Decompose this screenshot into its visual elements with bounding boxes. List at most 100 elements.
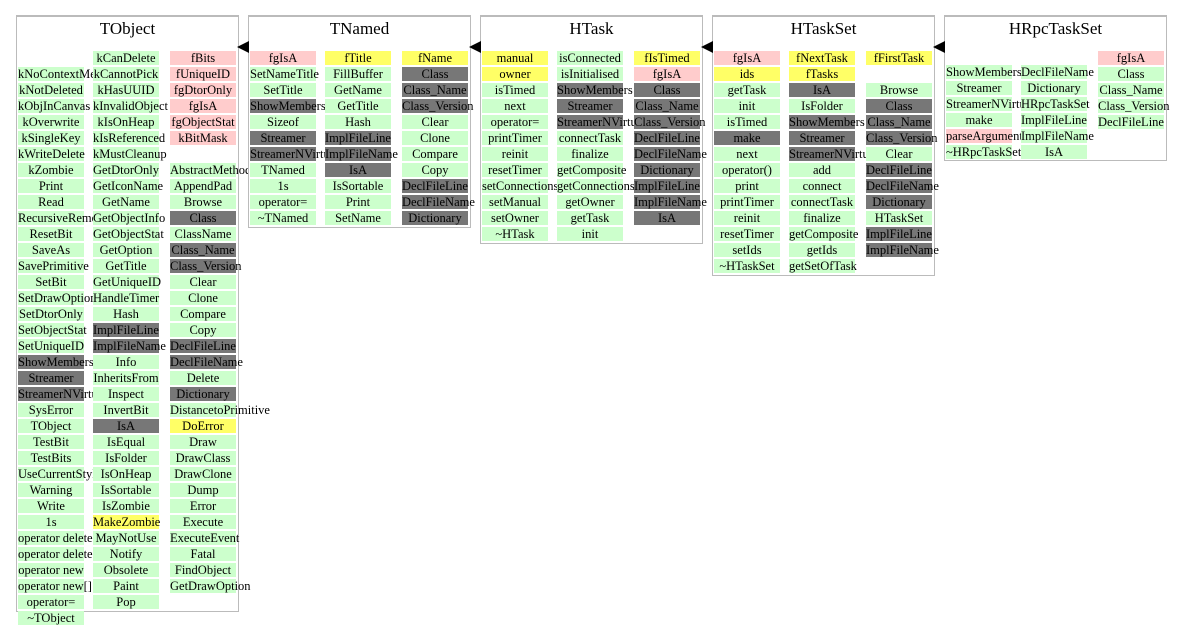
member-kobjincanvas[interactable]: kObjInCanvas <box>18 99 91 113</box>
member-hrpctaskset[interactable]: ~HRpcTaskSet <box>946 145 1022 159</box>
member-owner[interactable]: owner <box>482 67 548 81</box>
member-declfileline[interactable]: DeclFileLine <box>634 131 700 145</box>
member-parsearguments[interactable]: parseArguments <box>946 129 1028 143</box>
member-print[interactable]: Print <box>18 179 84 193</box>
member-setname[interactable]: SetName <box>325 211 391 225</box>
member-getsetoftask[interactable]: getSetOfTask <box>789 259 857 273</box>
member-showmembers[interactable]: ShowMembers <box>557 83 633 97</box>
member-invertbit[interactable]: InvertBit <box>93 403 159 417</box>
member-print[interactable]: Print <box>325 195 391 209</box>
member-connecttask[interactable]: connectTask <box>557 131 623 145</box>
member-class[interactable]: Class <box>634 83 700 97</box>
member-copy[interactable]: Copy <box>170 323 236 337</box>
member-kcannotpick[interactable]: kCannotPick <box>93 67 159 81</box>
member-declfileline[interactable]: DeclFileLine <box>866 163 932 177</box>
member-fname[interactable]: fName <box>402 51 468 65</box>
member-ftasks[interactable]: fTasks <box>789 67 855 81</box>
member-ksinglekey[interactable]: kSingleKey <box>18 131 84 145</box>
member-maynotuse[interactable]: MayNotUse <box>93 531 159 545</box>
member-knocontextmenu[interactable]: kNoContextMenu <box>18 67 109 81</box>
member-declfileline[interactable]: DeclFileLine <box>1098 115 1164 129</box>
member-istimed[interactable]: isTimed <box>482 83 548 97</box>
member-fnexttask[interactable]: fNextTask <box>789 51 855 65</box>
member-next[interactable]: next <box>482 99 548 113</box>
member-kcandelete[interactable]: kCanDelete <box>93 51 159 65</box>
member-print[interactable]: print <box>714 179 780 193</box>
member-declfilename[interactable]: DeclFileName <box>634 147 707 161</box>
member-showmembers[interactable]: ShowMembers <box>18 355 94 369</box>
member-syserror[interactable]: SysError <box>18 403 84 417</box>
member-clone[interactable]: Clone <box>170 291 236 305</box>
member-make[interactable]: make <box>946 113 1012 127</box>
member-dictionary[interactable]: Dictionary <box>402 211 468 225</box>
member-gettitle[interactable]: GetTitle <box>325 99 391 113</box>
member-implfileline[interactable]: ImplFileLine <box>1021 113 1087 127</box>
member-resetbit[interactable]: ResetBit <box>18 227 84 241</box>
member-write[interactable]: Write <box>18 499 84 513</box>
member-implfilename[interactable]: ImplFileName <box>325 147 398 161</box>
member-class-version[interactable]: Class_Version <box>170 259 242 273</box>
member-setowner[interactable]: setOwner <box>482 211 548 225</box>
member-implfileline[interactable]: ImplFileLine <box>634 179 700 193</box>
member-declfilename[interactable]: DeclFileName <box>1021 65 1094 79</box>
member-class[interactable]: Class <box>1098 67 1164 81</box>
member-isa[interactable]: IsA <box>634 211 700 225</box>
member-fgisa[interactable]: fgIsA <box>634 67 700 81</box>
member-class-name[interactable]: Class_Name <box>402 83 468 97</box>
member-class[interactable]: Class <box>170 211 236 225</box>
member-init[interactable]: init <box>557 227 623 241</box>
member-clear[interactable]: Clear <box>866 147 932 161</box>
member-isa[interactable]: IsA <box>1021 145 1087 159</box>
member-manual[interactable]: manual <box>482 51 548 65</box>
member-setuniqueid[interactable]: SetUniqueID <box>18 339 84 353</box>
member-kwritedelete[interactable]: kWriteDelete <box>18 147 85 161</box>
member-info[interactable]: Info <box>93 355 159 369</box>
member-make[interactable]: make <box>714 131 780 145</box>
member-isinitialised[interactable]: isInitialised <box>557 67 623 81</box>
member-operator[interactable]: operator() <box>714 163 780 177</box>
member-getids[interactable]: getIds <box>789 243 855 257</box>
member-htask[interactable]: ~HTask <box>482 227 548 241</box>
member-hash[interactable]: Hash <box>325 115 391 129</box>
member-setdrawoption[interactable]: SetDrawOption <box>18 291 97 305</box>
member-appendpad[interactable]: AppendPad <box>170 179 236 193</box>
member-dictionary[interactable]: Dictionary <box>170 387 236 401</box>
member-setids[interactable]: setIds <box>714 243 780 257</box>
member-implfilename[interactable]: ImplFileName <box>1021 129 1094 143</box>
member-warning[interactable]: Warning <box>18 483 84 497</box>
member-clear[interactable]: Clear <box>170 275 236 289</box>
member-streamer[interactable]: Streamer <box>946 81 1012 95</box>
member-recursiveremove[interactable]: RecursiveRemove <box>18 211 110 225</box>
member-dictionary[interactable]: Dictionary <box>1021 81 1087 95</box>
member-fbits[interactable]: fBits <box>170 51 236 65</box>
member-streamer[interactable]: Streamer <box>557 99 623 113</box>
member-execute[interactable]: Execute <box>170 515 236 529</box>
member-gettask[interactable]: getTask <box>714 83 780 97</box>
member-implfilename[interactable]: ImplFileName <box>634 195 707 209</box>
member-implfileline[interactable]: ImplFileLine <box>866 227 932 241</box>
member-streamernvirtual[interactable]: StreamerNVirtual <box>789 147 878 161</box>
member-class-name[interactable]: Class_Name <box>866 115 932 129</box>
member-init[interactable]: init <box>714 99 780 113</box>
member-abstractmethod[interactable]: AbstractMethod <box>170 163 252 177</box>
member-issortable[interactable]: IsSortable <box>93 483 159 497</box>
member-operator[interactable]: operator= <box>250 195 316 209</box>
member-operator-new[interactable]: operator new[] <box>18 579 92 593</box>
member-finalize[interactable]: finalize <box>557 147 623 161</box>
member-declfileline[interactable]: DeclFileLine <box>402 179 468 193</box>
member-gettitle[interactable]: GetTitle <box>93 259 159 273</box>
member-declfilename[interactable]: DeclFileName <box>402 195 475 209</box>
member-class[interactable]: Class <box>866 99 932 113</box>
member-handletimer[interactable]: HandleTimer <box>93 291 160 305</box>
member-streamer[interactable]: Streamer <box>250 131 316 145</box>
member-operator-new[interactable]: operator new <box>18 563 84 577</box>
member-kisreferenced[interactable]: kIsReferenced <box>93 131 166 145</box>
member-sizeof[interactable]: Sizeof <box>250 115 316 129</box>
member-getconnections[interactable]: getConnections <box>557 179 635 193</box>
member-operator-delete[interactable]: operator delete[] <box>18 547 101 561</box>
member-testbit[interactable]: TestBit <box>18 435 84 449</box>
member-hash[interactable]: Hash <box>93 307 159 321</box>
member-class-name[interactable]: Class_Name <box>1098 83 1164 97</box>
member-printtimer[interactable]: printTimer <box>482 131 548 145</box>
member-delete[interactable]: Delete <box>170 371 236 385</box>
